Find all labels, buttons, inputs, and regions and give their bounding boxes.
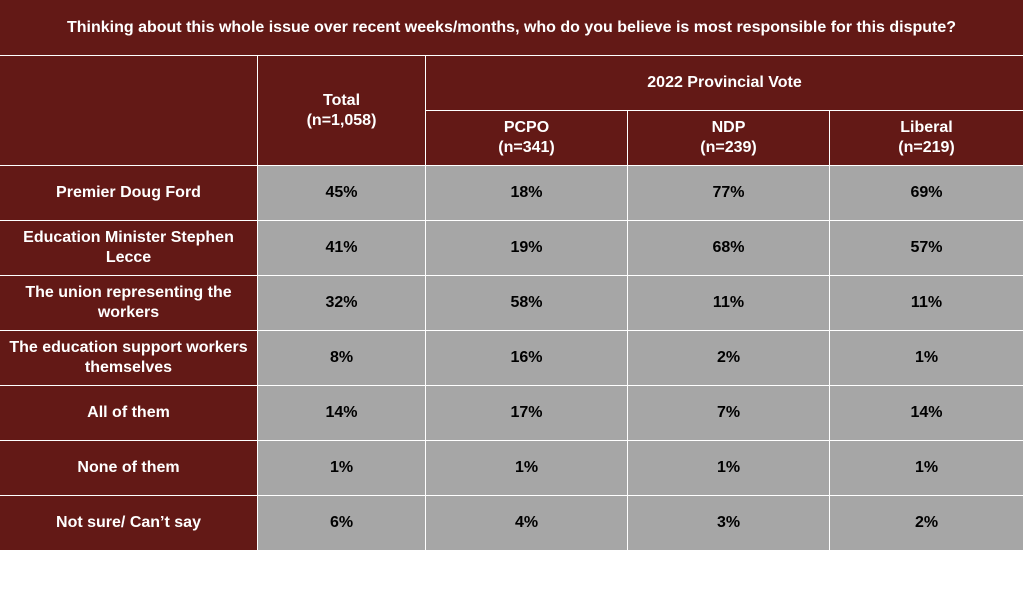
- value-cell: 2%: [628, 331, 830, 386]
- row-label: The union representing the workers: [0, 276, 258, 331]
- column-header-label: PCPO: [503, 119, 550, 136]
- value-cell: 11%: [830, 276, 1024, 331]
- value-cell: 11%: [628, 276, 830, 331]
- value-cell: 16%: [426, 331, 628, 386]
- value-cell: 57%: [830, 221, 1024, 276]
- survey-table: Thinking about this whole issue over rec…: [0, 0, 1024, 551]
- column-header-label: NDP: [711, 119, 746, 136]
- row-label: Education Minister Stephen Lecce: [0, 221, 258, 276]
- value-cell: 1%: [830, 441, 1024, 496]
- column-header-n: (n=239): [700, 139, 757, 156]
- row-label: None of them: [0, 441, 258, 496]
- value-cell: 3%: [628, 496, 830, 551]
- corner-header-cell: [0, 56, 258, 166]
- value-cell: 1%: [628, 441, 830, 496]
- row-label: Not sure/ Can’t say: [0, 496, 258, 551]
- column-header-n: (n=1,058): [306, 111, 377, 129]
- value-cell: 45%: [258, 166, 426, 221]
- value-cell: 77%: [628, 166, 830, 221]
- group-header: 2022 Provincial Vote: [426, 56, 1024, 111]
- value-cell: 58%: [426, 276, 628, 331]
- value-cell: 1%: [258, 441, 426, 496]
- value-cell: 2%: [830, 496, 1024, 551]
- row-label: Premier Doug Ford: [0, 166, 258, 221]
- value-cell: 17%: [426, 386, 628, 441]
- value-cell: 18%: [426, 166, 628, 221]
- value-cell: 7%: [628, 386, 830, 441]
- column-header-total: Total (n=1,058): [258, 56, 426, 166]
- value-cell: 1%: [426, 441, 628, 496]
- row-label: The education support workers themselves: [0, 331, 258, 386]
- value-cell: 69%: [830, 166, 1024, 221]
- column-header-label: Liberal: [900, 119, 953, 136]
- column-header-label: Total: [322, 91, 361, 109]
- value-cell: 14%: [830, 386, 1024, 441]
- value-cell: 19%: [426, 221, 628, 276]
- column-header-n: (n=341): [498, 139, 555, 156]
- column-header-n: (n=219): [898, 139, 955, 156]
- column-header-liberal: Liberal (n=219): [830, 111, 1024, 166]
- row-label: All of them: [0, 386, 258, 441]
- value-cell: 6%: [258, 496, 426, 551]
- value-cell: 41%: [258, 221, 426, 276]
- column-header-pcpo: PCPO (n=341): [426, 111, 628, 166]
- value-cell: 1%: [830, 331, 1024, 386]
- value-cell: 4%: [426, 496, 628, 551]
- value-cell: 68%: [628, 221, 830, 276]
- value-cell: 8%: [258, 331, 426, 386]
- table-title: Thinking about this whole issue over rec…: [0, 0, 1024, 56]
- column-header-ndp: NDP (n=239): [628, 111, 830, 166]
- value-cell: 32%: [258, 276, 426, 331]
- value-cell: 14%: [258, 386, 426, 441]
